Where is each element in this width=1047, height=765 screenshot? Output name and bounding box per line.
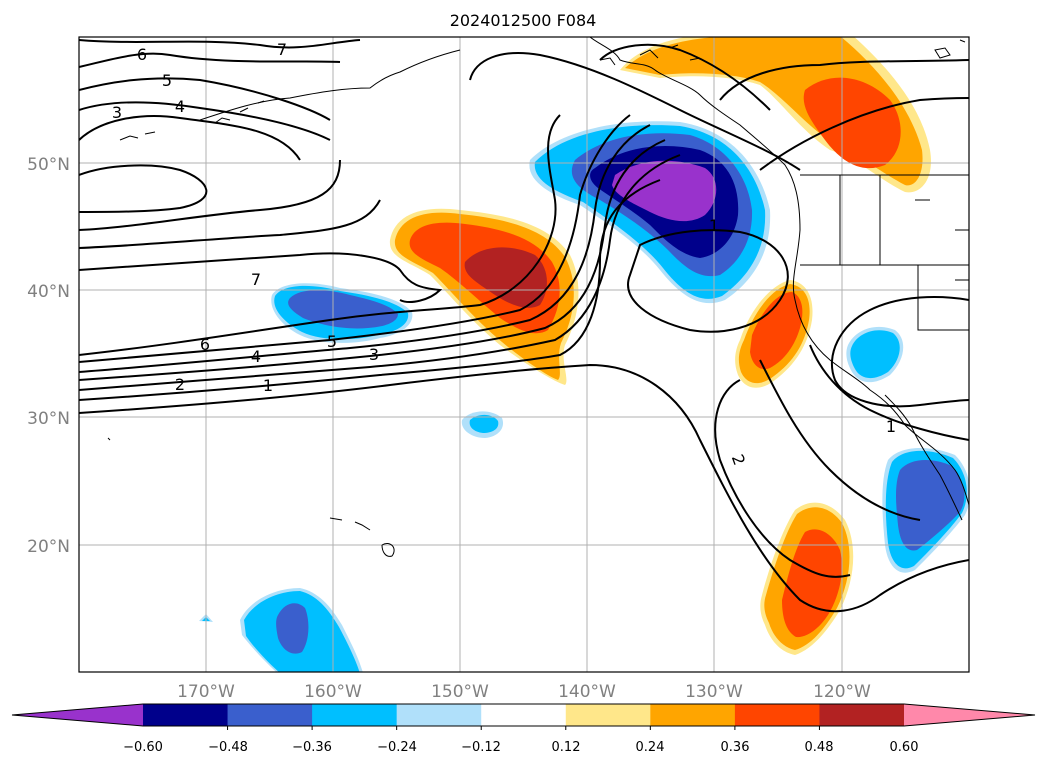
colorbar-tick-label: −0.24	[377, 740, 417, 755]
lat-label: 50°N	[27, 155, 70, 175]
contour-label: 7	[251, 270, 261, 289]
contour-lines	[79, 39, 969, 613]
lon-label: 130°W	[685, 682, 743, 702]
colorbar-bin	[396, 704, 482, 726]
contour-label: 2	[175, 375, 185, 394]
colorbar-bin	[734, 704, 820, 726]
colorbar-bin	[565, 704, 651, 726]
contour-label: 5	[327, 332, 337, 351]
colorbar-bin	[227, 704, 313, 726]
colorbar-outline	[11, 703, 1036, 727]
map-frame	[78, 36, 970, 673]
map-panel: 7 6 5 4 3 7 6 5 4 3 2 1 1 2 1	[79, 37, 969, 672]
contour-label: 3	[112, 103, 122, 122]
colorbar-tick-label: 0.12	[552, 740, 581, 755]
contour-label: 1	[709, 216, 719, 235]
lat-label: 20°N	[27, 537, 70, 557]
colorbar-bin	[312, 704, 398, 726]
colorbar-tick-label: −0.48	[208, 740, 248, 755]
lat-label: 40°N	[27, 282, 70, 302]
colorbar-tick-label: −0.12	[461, 740, 501, 755]
colorbar-tick-label: 0.60	[890, 740, 919, 755]
contour-label: 1	[263, 376, 273, 395]
colorbar-tick-label: 0.36	[721, 740, 750, 755]
colorbar-bin	[143, 704, 229, 726]
colorbar-tick-labels: −0.60 −0.48 −0.36 −0.24 −0.12 0.12 0.24 …	[123, 740, 918, 755]
contour-label: 6	[137, 45, 147, 64]
colorbar-extend-high	[904, 704, 1035, 726]
longitude-labels: 170°W 160°W 150°W 140°W 130°W 120°W	[177, 682, 871, 702]
contour-label: 4	[251, 347, 261, 366]
colorbar	[11, 703, 1036, 730]
contour-label: 1	[886, 417, 896, 436]
contour-label: 7	[277, 40, 287, 59]
lon-label: 120°W	[813, 682, 871, 702]
colorbar-bin	[819, 704, 905, 726]
latitude-labels: 50°N 40°N 30°N 20°N	[27, 155, 70, 557]
colorbar-bin	[650, 704, 736, 726]
lon-label: 160°W	[304, 682, 362, 702]
colorbar-tick-label: 0.48	[805, 740, 834, 755]
colorbar-bin	[481, 704, 567, 726]
coastlines	[107, 37, 969, 557]
contour-label: 3	[369, 345, 379, 364]
colorbar-extend-low	[12, 704, 143, 726]
contour-label: 4	[175, 97, 185, 116]
map-title: 2024012500 F084	[450, 11, 597, 30]
contour-label: 6	[200, 335, 210, 354]
colorbar-tick-label: −0.60	[123, 740, 163, 755]
lon-label: 140°W	[558, 682, 616, 702]
lon-label: 170°W	[177, 682, 235, 702]
contour-label-layer: 7 6 5 4 3 7 6 5 4 3 2 1 1 2 1	[112, 40, 896, 468]
lat-label: 30°N	[27, 409, 70, 429]
graticule	[79, 37, 969, 672]
colorbar-tick-label: 0.24	[636, 740, 665, 755]
colorbar-tick-label: −0.36	[292, 740, 332, 755]
contour-label: 5	[162, 71, 172, 90]
lon-label: 150°W	[431, 682, 489, 702]
